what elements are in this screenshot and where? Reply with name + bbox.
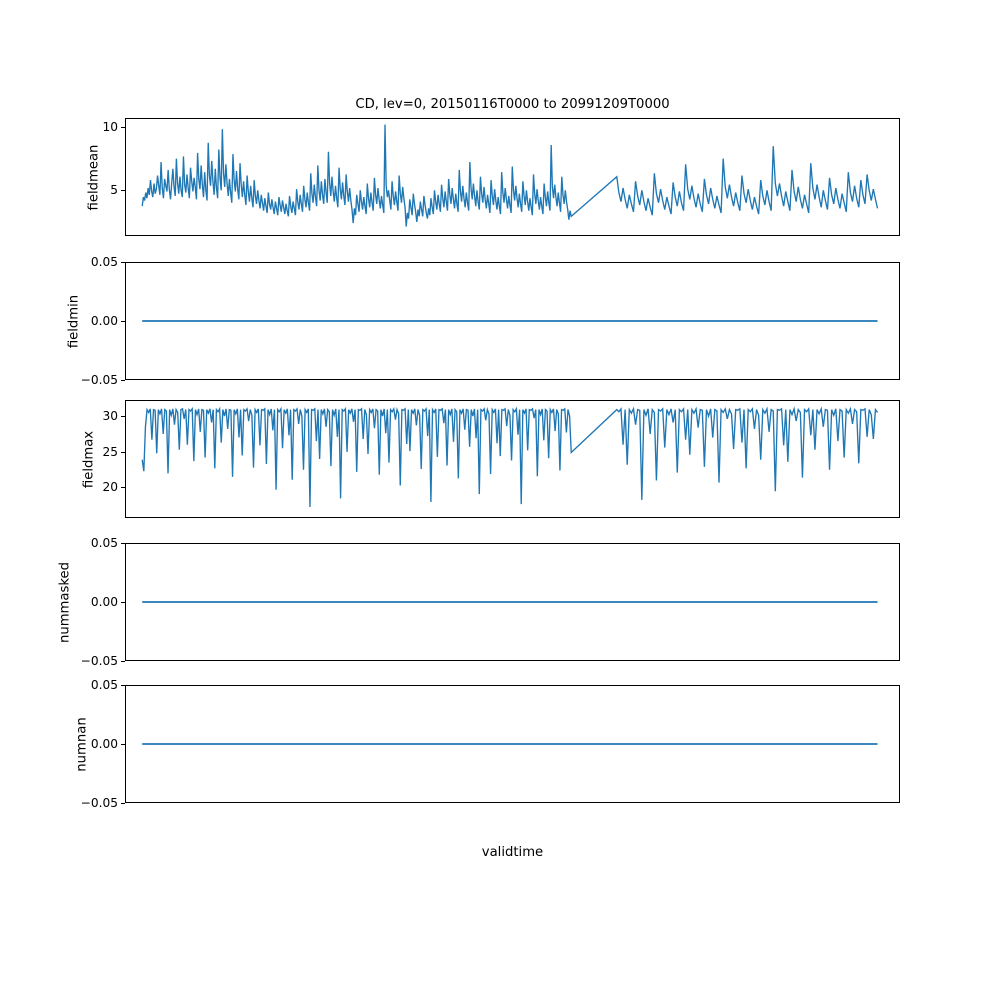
xtick-mark (351, 236, 353, 240)
ytick-label: 20 (102, 480, 118, 494)
subplot-nummasked (125, 543, 900, 661)
ytick-label: −0.05 (80, 796, 118, 810)
xtick-mark (351, 380, 353, 384)
xtick-mark (702, 803, 704, 807)
xtick-mark (614, 380, 616, 384)
xtick-mark (351, 803, 353, 807)
xlabel: validtime (481, 845, 544, 860)
xtick-mark (439, 518, 441, 522)
xtick-mark (878, 236, 880, 240)
xtick-mark (878, 803, 880, 807)
xtick-mark (790, 380, 792, 384)
xtick-mark (439, 661, 441, 665)
ytick-mark (121, 744, 125, 746)
ytick-mark (121, 452, 125, 454)
xtick-mark (790, 236, 792, 240)
subplot-numnan (125, 685, 900, 803)
ytick-mark (121, 543, 125, 545)
ytick-mark (121, 661, 125, 663)
xtick-mark (878, 518, 880, 522)
ytick-mark (121, 262, 125, 264)
ytick-mark (121, 416, 125, 418)
xtick-mark (263, 661, 265, 665)
figure-title: CD, lev=0, 20150116T0000 to 20991209T000… (355, 97, 670, 112)
xtick-mark (702, 518, 704, 522)
subplot-fieldmean (125, 118, 900, 236)
ytick-label: −0.05 (80, 654, 118, 668)
xtick-mark (702, 380, 704, 384)
xtick-mark (439, 236, 441, 240)
series-line-fieldmax (126, 401, 899, 517)
series-line-fieldmean (126, 119, 899, 235)
plot-area-numnan (126, 686, 899, 802)
xtick-mark (263, 803, 265, 807)
plot-area-fieldmean (126, 119, 899, 235)
xtick-mark (526, 661, 528, 665)
ytick-mark (121, 803, 125, 805)
ytick-mark (121, 685, 125, 687)
xtick-mark (790, 661, 792, 665)
xtick-mark (526, 803, 528, 807)
xtick-mark (702, 236, 704, 240)
xtick-mark (614, 803, 616, 807)
subplot-fieldmin (125, 262, 900, 380)
subplot-fieldmax (125, 400, 900, 518)
ytick-label: 0.00 (90, 314, 118, 328)
xtick-mark (263, 518, 265, 522)
xtick-mark (439, 380, 441, 384)
xtick-mark (175, 380, 177, 384)
xtick-mark (175, 803, 177, 807)
ytick-label: 25 (102, 445, 118, 459)
ytick-mark (121, 190, 125, 192)
xtick-mark (614, 236, 616, 240)
xtick-mark (878, 380, 880, 384)
xtick-mark (263, 380, 265, 384)
ytick-mark (121, 602, 125, 604)
xtick-mark (790, 518, 792, 522)
plot-area-fieldmax (126, 401, 899, 517)
xtick-mark (351, 518, 353, 522)
series-line-fieldmin (126, 263, 899, 379)
plot-area-nummasked (126, 544, 899, 660)
ytick-label: 30 (102, 409, 118, 423)
plot-area-fieldmin (126, 263, 899, 379)
ytick-label: 0.05 (90, 678, 118, 692)
ytick-mark (121, 380, 125, 382)
ytick-label: 0.05 (90, 255, 118, 269)
xtick-mark (614, 661, 616, 665)
xtick-mark (614, 518, 616, 522)
ytick-label: 10 (102, 120, 118, 134)
xtick-mark (175, 661, 177, 665)
xtick-mark (175, 518, 177, 522)
xtick-mark (263, 236, 265, 240)
xtick-mark (526, 380, 528, 384)
series-line-numnan (126, 686, 899, 802)
xtick-mark (790, 803, 792, 807)
ytick-label: 0.00 (90, 737, 118, 751)
series-line-nummasked (126, 544, 899, 660)
xtick-mark (878, 661, 880, 665)
ytick-label: 0.00 (90, 595, 118, 609)
ytick-label: −0.05 (80, 373, 118, 387)
xtick-mark (351, 661, 353, 665)
xtick-mark (526, 236, 528, 240)
xtick-mark (526, 518, 528, 522)
xtick-mark (175, 236, 177, 240)
xtick-mark (702, 661, 704, 665)
ytick-mark (121, 127, 125, 129)
ytick-label: 0.05 (90, 536, 118, 550)
ytick-label: 5 (110, 183, 118, 197)
ytick-mark (121, 321, 125, 323)
ytick-mark (121, 487, 125, 489)
ylabel-fieldmean: fieldmean (86, 144, 102, 211)
xtick-mark (439, 803, 441, 807)
